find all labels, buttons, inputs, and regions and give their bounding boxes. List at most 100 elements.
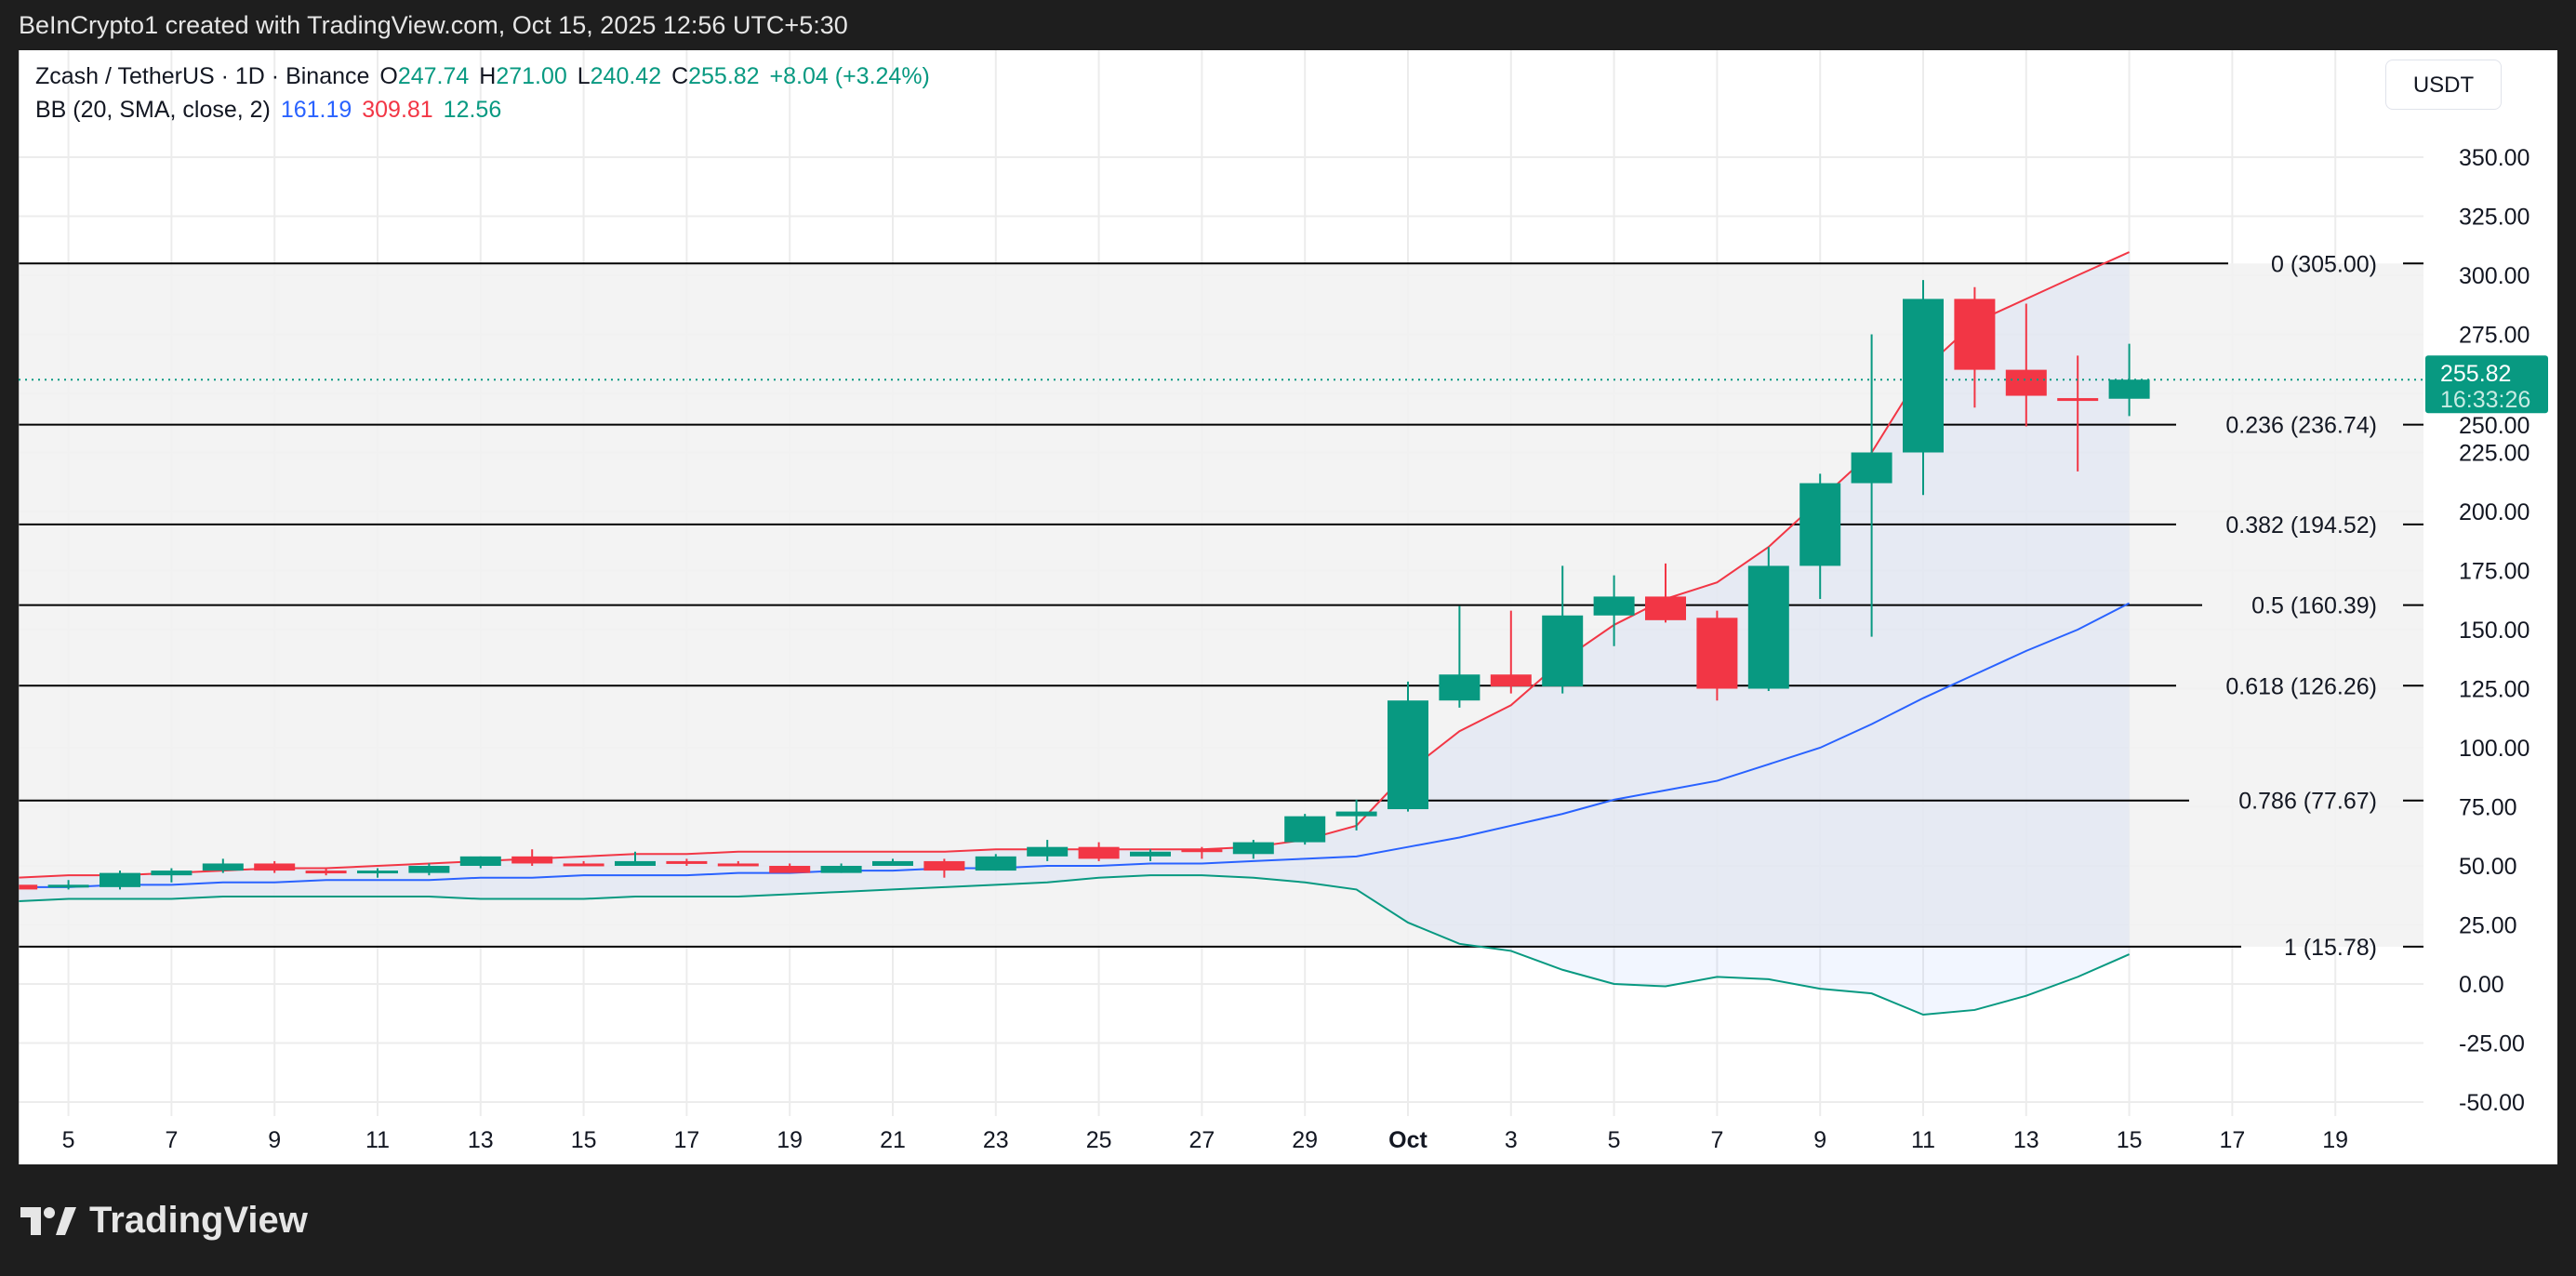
price-tick-label: 25.00 (2459, 913, 2517, 939)
price-tick-label: 325.00 (2459, 205, 2530, 231)
last-price-badge (2425, 355, 2548, 414)
candle-body (1851, 452, 1892, 484)
time-axis[interactable]: 5 7 9 11 13 15 17 19 21 23 25 27 29 Oct 3 5 7 9 11 13 15 17 19 (19, 50, 2423, 1164)
fib-label-0-5: 0.5 (160.39) (2251, 593, 2377, 619)
candle-body (254, 863, 296, 871)
time-tick-label: 9 (268, 1127, 281, 1153)
price-tick-label: -50.00 (2459, 1090, 2525, 1116)
fib-label-0-236: 0.236 (236.74) (2225, 413, 2377, 439)
price-axis[interactable]: -50.00 -25.00 0.00 25.00 50.00 75.00 100.00 125… (2423, 50, 2557, 1164)
open-label: O (379, 63, 398, 89)
candle-body (151, 871, 193, 876)
candle-body (100, 872, 140, 887)
candle-body (975, 856, 1016, 871)
candle-body (1954, 299, 1996, 370)
time-tick-label: 7 (1710, 1127, 1723, 1153)
candlestick-chart[interactable]: 0 (305.00) 0.236 (236.74) 0.382 (194.52) 0.… (19, 50, 2557, 1164)
time-tick-label: 3 (1505, 1127, 1518, 1153)
candle-body (1645, 596, 1686, 620)
symbol-label[interactable]: Zcash / TetherUS · 1D · Binance (35, 63, 370, 89)
bb-legend: BB (20, SMA, close, 2) 161.19 309.81 12.… (35, 97, 505, 124)
price-tick-label: 100.00 (2459, 736, 2530, 762)
close-label: C (671, 63, 689, 89)
candles (19, 280, 2150, 890)
price-tick-label: 150.00 (2459, 618, 2530, 644)
candle-body (1181, 849, 1223, 853)
fib-label-0-786: 0.786 (77.67) (2238, 789, 2377, 815)
candle-body (820, 866, 862, 873)
candle-body (615, 860, 656, 866)
time-tick-label: 7 (165, 1127, 178, 1153)
candle-body (1388, 700, 1428, 810)
price-tick-label: 75.00 (2459, 795, 2517, 821)
currency-button[interactable]: USDT (2385, 60, 2502, 110)
price-tick-label: 250.00 (2459, 413, 2530, 439)
candle-body (2057, 398, 2099, 402)
candle-body (666, 860, 708, 864)
bb-label[interactable]: BB (20, SMA, close, 2) (35, 97, 271, 123)
time-tick-label: 23 (983, 1127, 1009, 1153)
time-tick-label: 19 (777, 1127, 803, 1153)
candle-body (305, 871, 347, 874)
time-tick-label: 29 (1292, 1127, 1318, 1153)
time-tick-label: 15 (571, 1127, 597, 1153)
time-axis-background (19, 1116, 2423, 1164)
bb-upper-line (19, 251, 2131, 879)
bb-fill (19, 252, 2130, 1016)
candle-body (923, 860, 965, 871)
candle-body (1696, 618, 1738, 689)
candle-body (769, 866, 811, 873)
tradingview-logo[interactable]: TradingView (20, 1200, 308, 1242)
time-tick-label: 13 (468, 1127, 494, 1153)
fib-label-0-382: 0.382 (194.52) (2225, 512, 2377, 538)
fib-label-0-618: 0.618 (126.26) (2225, 673, 2377, 699)
bar-countdown: 16:33:26 (2440, 387, 2530, 413)
candle-body (1542, 615, 1584, 686)
bb-lower-line (19, 874, 2131, 1017)
candle-body (1799, 483, 1841, 566)
fib-label-0: 0 (305.00) (2271, 251, 2377, 277)
candle-body (1903, 299, 1944, 453)
time-tick-label: Oct (1388, 1127, 1427, 1153)
candle-body (47, 884, 89, 888)
time-tick-label: 13 (2013, 1127, 2039, 1153)
bb-basis-value: 161.19 (280, 97, 352, 123)
candle-body (872, 860, 913, 866)
close-value: 255.82 (688, 63, 760, 89)
high-label: H (479, 63, 497, 89)
low-label: L (577, 63, 591, 89)
price-tick-label: 350.00 (2459, 145, 2530, 171)
candle-body (202, 863, 244, 871)
time-tick-label: 11 (1911, 1127, 1935, 1153)
ohlc-legend: Zcash / TetherUS · 1D · Binance O247.74 … (35, 63, 934, 90)
candle-body (1284, 816, 1326, 843)
time-tick-label: 11 (365, 1127, 390, 1153)
time-tick-label: 27 (1188, 1127, 1215, 1153)
time-tick-label: 17 (2219, 1127, 2245, 1153)
candle-body (2108, 379, 2150, 399)
price-tick-label: 225.00 (2459, 441, 2530, 467)
price-tick-label: 200.00 (2459, 499, 2530, 525)
candle-body (563, 863, 604, 867)
low-value: 240.42 (590, 63, 662, 89)
bb-lines (19, 251, 2131, 1017)
last-price-value: 255.82 (2440, 361, 2511, 387)
price-tick-label: 50.00 (2459, 854, 2517, 880)
candle-body (459, 856, 501, 866)
bb-lower-value: 12.56 (443, 97, 502, 123)
candle-body (19, 884, 38, 890)
price-tick-label: 275.00 (2459, 323, 2530, 349)
time-tick-label: 17 (673, 1127, 699, 1153)
time-tick-label: 9 (1813, 1127, 1826, 1153)
candle-body (717, 863, 759, 867)
price-tick-label: 0.00 (2459, 972, 2504, 998)
chart-panel[interactable]: 0 (305.00) 0.236 (236.74) 0.382 (194.52) 0.… (19, 50, 2557, 1164)
time-tick-label: 5 (1608, 1127, 1621, 1153)
candle-body (408, 866, 450, 873)
bb-upper-value: 309.81 (362, 97, 433, 123)
tradingview-logo-icon (20, 1206, 76, 1235)
time-tick-label: 15 (2117, 1127, 2143, 1153)
time-tick-label: 21 (880, 1127, 906, 1153)
candle-body (1490, 674, 1532, 686)
